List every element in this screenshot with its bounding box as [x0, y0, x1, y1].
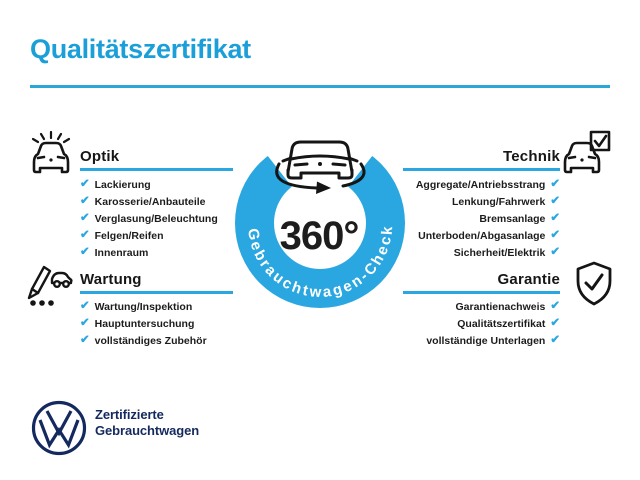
wartung-underline [80, 291, 233, 294]
brand-claim-line1: Zertifizierte [95, 407, 164, 422]
item-label: Garantienachweis [455, 301, 546, 313]
optik-item-list: ✔ Lackierung ✔ Karosserie/Anbauteile ✔ Verg… [80, 179, 218, 259]
item-label: Lenkung/Fahrwerk [452, 196, 546, 208]
check-icon: ✔ [550, 195, 560, 208]
check-icon: ✔ [80, 212, 90, 225]
list-item: Bremsanlage ✔ [380, 213, 560, 225]
car-checkbox-icon [563, 130, 611, 174]
service-checklist-icon [27, 265, 73, 306]
section-header-technik: Technik [503, 148, 560, 165]
vw-logo [31, 400, 87, 456]
list-item: ✔ Felgen/Reifen [80, 230, 218, 242]
car-shine-icon [31, 130, 71, 174]
check-icon: ✔ [550, 229, 560, 242]
rotating-car-icon [275, 140, 366, 190]
title-divider [30, 85, 610, 88]
garantie-item-list: Garantienachweis ✔ Qualitätszertifikat ✔ v… [380, 301, 560, 347]
item-label: Aggregate/Antriebsstrang [415, 179, 546, 191]
item-label: Innenraum [94, 247, 149, 259]
list-item: Garantienachweis ✔ [380, 301, 560, 313]
item-label: Sicherheit/Elektrik [453, 247, 546, 259]
list-item: ✔ Hauptuntersuchung [80, 318, 207, 330]
item-label: Verglasung/Beleuchtung [94, 213, 218, 225]
section-header-wartung: Wartung [80, 271, 142, 288]
check-icon: ✔ [550, 334, 560, 347]
item-label: vollständiges Zubehör [94, 335, 207, 347]
list-item: ✔ Wartung/Inspektion [80, 301, 207, 313]
brand-claim-line2: Gebrauchtwagen [95, 423, 200, 438]
check-icon: ✔ [80, 229, 90, 242]
check-icon: ✔ [550, 246, 560, 259]
check-icon: ✔ [550, 317, 560, 330]
item-label: Felgen/Reifen [94, 230, 164, 242]
technik-underline [403, 168, 560, 171]
section-header-garantie: Garantie [497, 271, 560, 288]
check-icon: ✔ [80, 195, 90, 208]
check-icon: ✔ [80, 334, 90, 347]
item-label: Karosserie/Anbauteile [94, 196, 206, 208]
rotation-arrowhead [316, 181, 331, 194]
shield-check-icon [576, 261, 612, 306]
brand-claim: Zertifizierte Gebrauchtwagen [95, 407, 199, 439]
check-icon: ✔ [80, 317, 90, 330]
list-item: Lenkung/Fahrwerk ✔ [380, 196, 560, 208]
check-icon: ✔ [550, 178, 560, 191]
list-item: ✔ Innenraum [80, 247, 218, 259]
360-check-badge: 360° Gebrauchtwagen-Check [235, 128, 405, 308]
page-title: Qualitätszertifikat [30, 34, 251, 64]
section-header-optik: Optik [80, 148, 120, 165]
item-label: Hauptuntersuchung [94, 318, 195, 330]
list-item: Qualitätszertifikat ✔ [380, 318, 560, 330]
item-label: Wartung/Inspektion [94, 301, 193, 313]
list-item: ✔ vollständiges Zubehör [80, 335, 207, 347]
wartung-item-list: ✔ Wartung/Inspektion ✔ Hauptuntersuchung ✔… [80, 301, 207, 347]
list-item: ✔ Lackierung [80, 179, 218, 191]
technik-item-list: Aggregate/Antriebsstrang ✔ Lenkung/Fahrwe… [380, 179, 560, 259]
list-item: ✔ Karosserie/Anbauteile [80, 196, 218, 208]
check-icon: ✔ [550, 300, 560, 313]
list-item: Aggregate/Antriebsstrang ✔ [380, 179, 560, 191]
degree-label: 360° [280, 214, 359, 258]
list-item: vollständige Unterlagen ✔ [380, 335, 560, 347]
list-item: Unterboden/Abgasanlage ✔ [380, 230, 560, 242]
item-label: Unterboden/Abgasanlage [418, 230, 546, 242]
item-label: vollständige Unterlagen [426, 335, 546, 347]
garantie-underline [403, 291, 560, 294]
check-icon: ✔ [80, 300, 90, 313]
check-icon: ✔ [80, 246, 90, 259]
item-label: Qualitätszertifikat [457, 318, 546, 330]
item-label: Lackierung [94, 179, 151, 191]
badge-ring [235, 138, 405, 308]
list-item: Sicherheit/Elektrik ✔ [380, 247, 560, 259]
item-label: Bremsanlage [479, 213, 546, 225]
badge-notch [246, 128, 394, 223]
check-icon: ✔ [80, 178, 90, 191]
optik-underline [80, 168, 233, 171]
list-item: ✔ Verglasung/Beleuchtung [80, 213, 218, 225]
check-icon: ✔ [550, 212, 560, 225]
